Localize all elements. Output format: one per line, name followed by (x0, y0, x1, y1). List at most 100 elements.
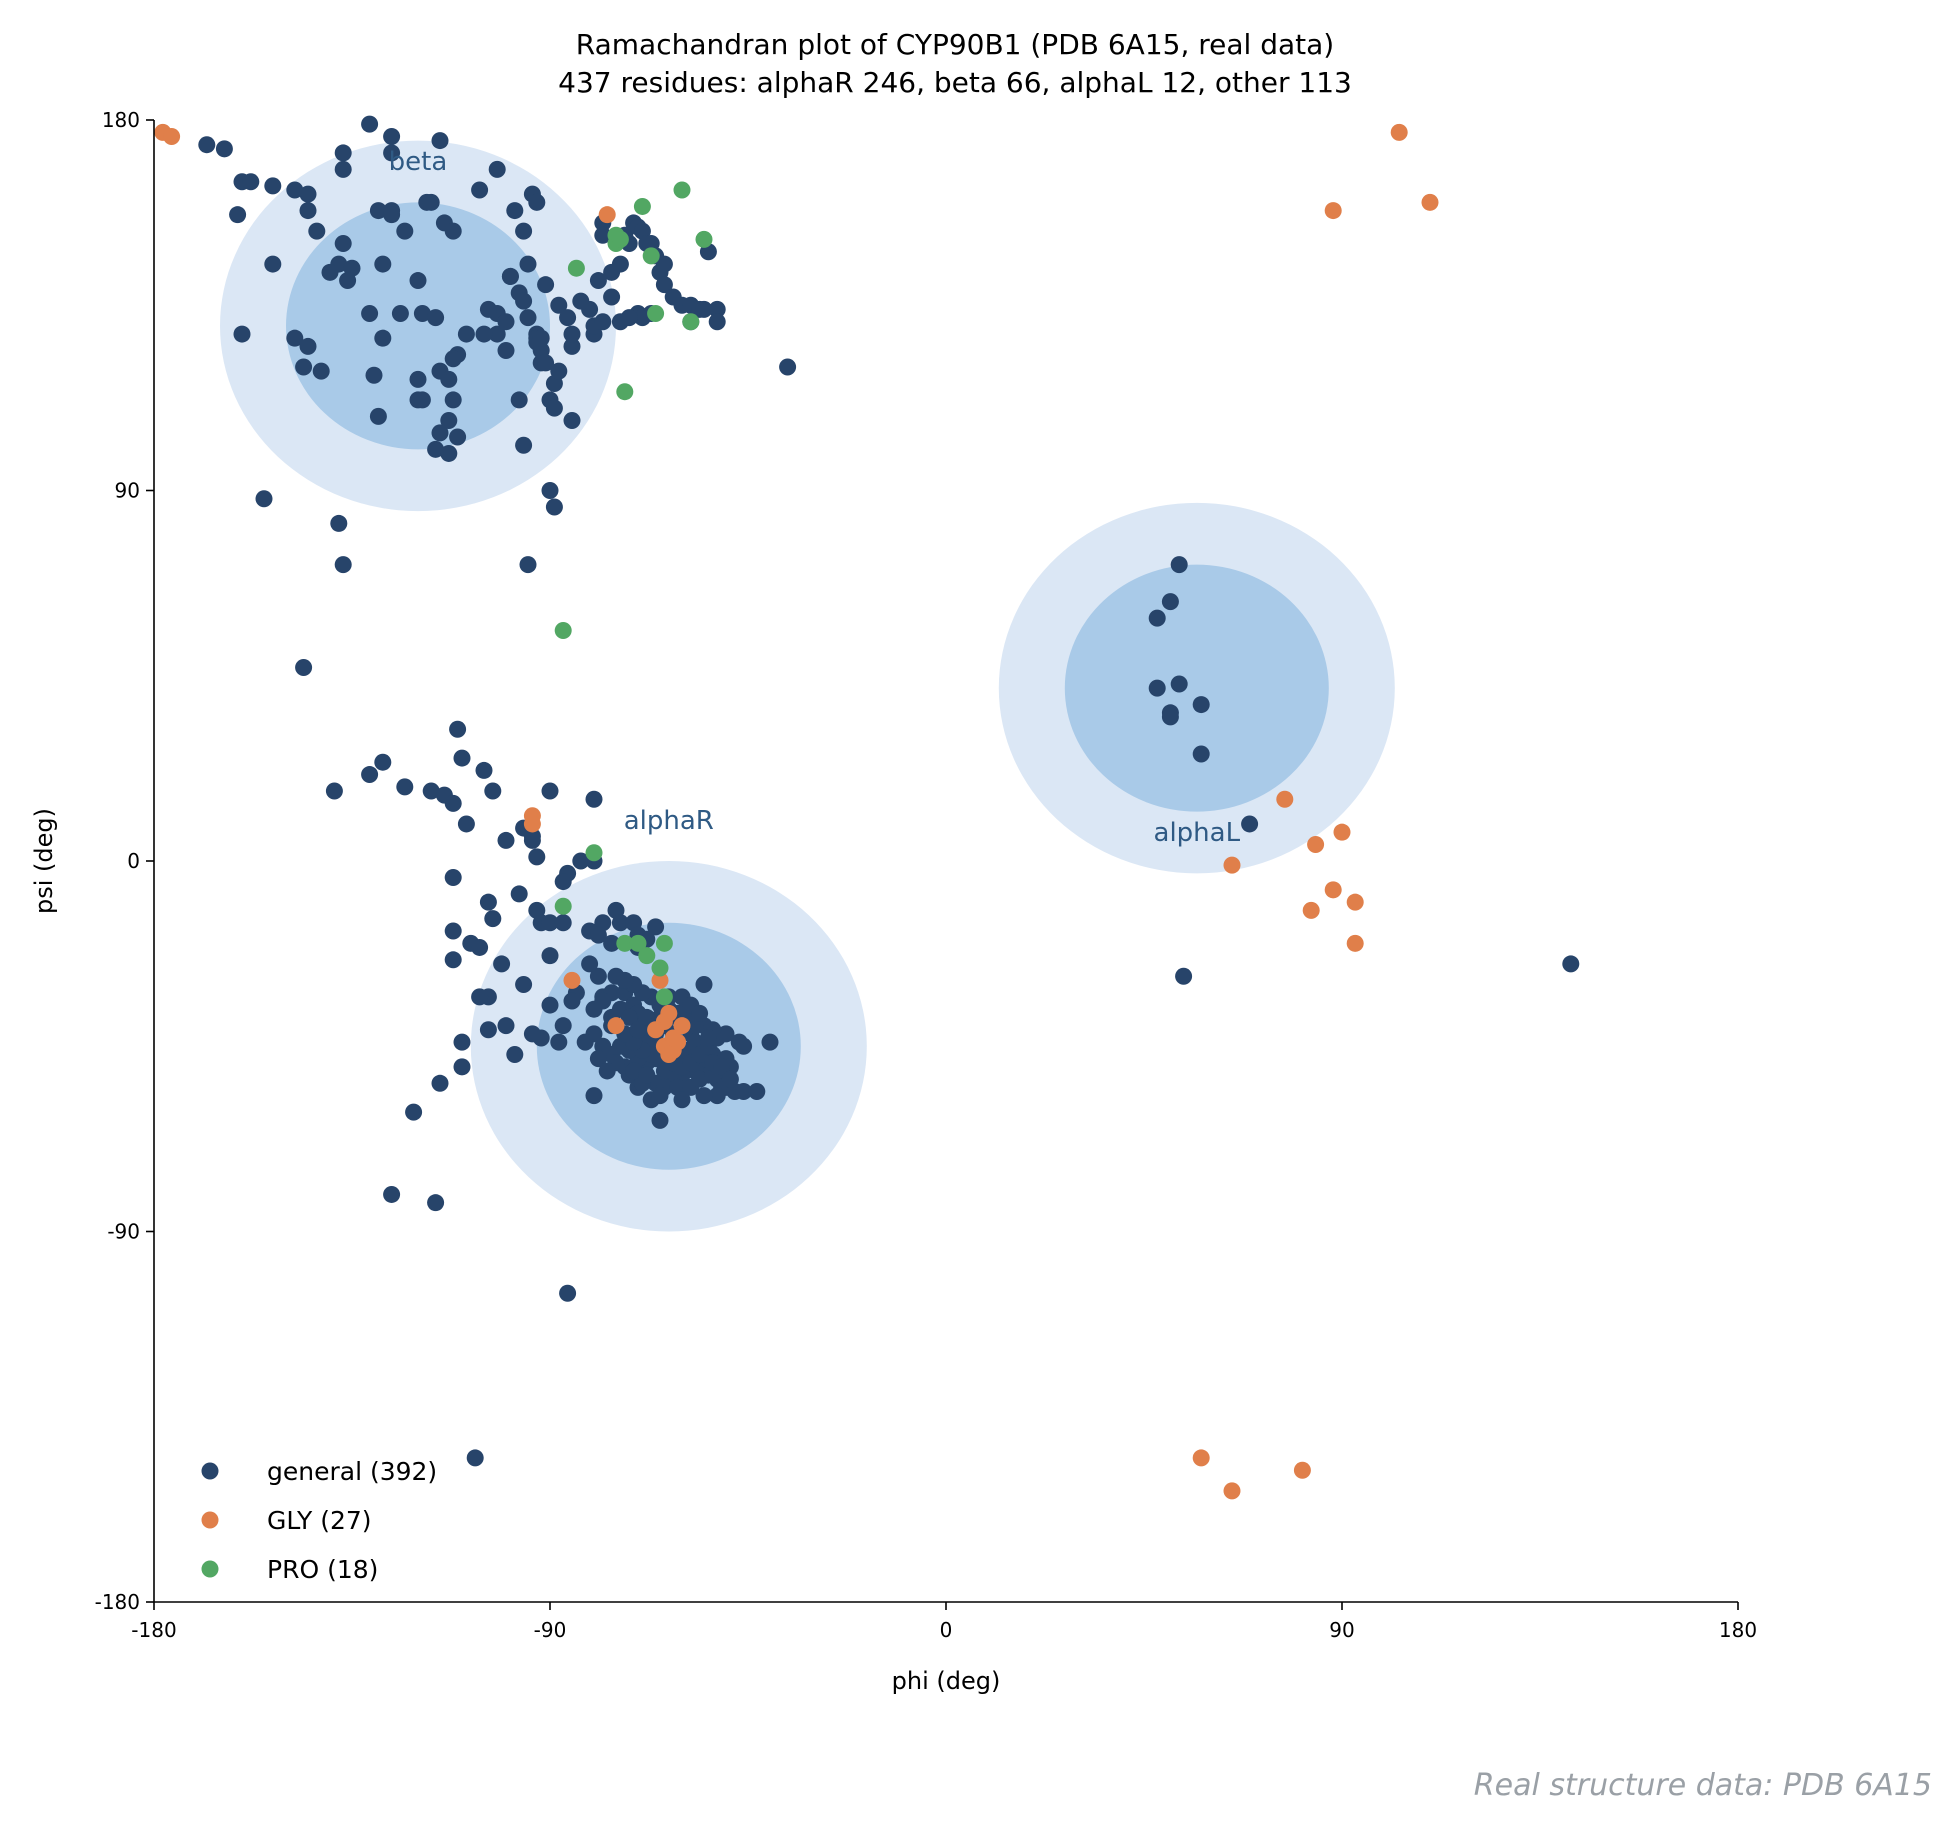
general-point (506, 1045, 524, 1063)
gly-point (1302, 901, 1320, 919)
gly-point (598, 206, 616, 224)
y-tick-label: 180 (102, 108, 140, 132)
general-point (673, 1091, 691, 1109)
pro-point (611, 230, 629, 248)
general-point (427, 440, 445, 458)
pro-point (673, 181, 691, 199)
general-point (321, 263, 339, 281)
general-point (444, 951, 462, 969)
general-point (493, 955, 511, 973)
general-point (444, 391, 462, 409)
general-point (453, 749, 471, 767)
general-point (361, 115, 379, 133)
general-point (334, 160, 352, 178)
general-point (603, 263, 621, 281)
gly-point (1346, 934, 1364, 952)
gly-point (1192, 1449, 1210, 1467)
series-pro (554, 181, 713, 1006)
pro-point (616, 934, 634, 952)
general-point (312, 362, 330, 380)
general-point (625, 1062, 643, 1080)
general-point (471, 181, 489, 199)
general-point (427, 1194, 445, 1212)
general-point (479, 1021, 497, 1039)
pro-point (554, 897, 572, 915)
general-point (383, 144, 401, 162)
y-tick-label: -180 (95, 1590, 140, 1614)
watermark-text: Real structure data: PDB 6A15 (1474, 1768, 1932, 1803)
pro-point (642, 247, 660, 265)
general-point (334, 556, 352, 574)
gly-point (1324, 202, 1342, 220)
general-point (479, 300, 497, 318)
pro-point (651, 959, 669, 977)
general-point (431, 132, 449, 150)
general-point (233, 325, 251, 343)
general-point (409, 272, 427, 290)
general-point (647, 918, 665, 936)
general-point (611, 914, 629, 932)
general-point (1192, 696, 1210, 714)
region-alphaL-inner (1064, 564, 1329, 812)
general-point (295, 659, 313, 677)
general-point (585, 1087, 603, 1105)
pro-point (554, 621, 572, 639)
pro-point (655, 988, 673, 1006)
general-point (413, 304, 431, 322)
residue-points (154, 115, 1580, 1500)
legend-marker-gly (201, 1511, 219, 1529)
gly-point (1333, 823, 1351, 841)
general-point (541, 914, 559, 932)
pro-point (682, 313, 700, 331)
gly-point (1223, 856, 1241, 874)
legend-label-general: general (392) (267, 1457, 437, 1486)
general-point (422, 782, 440, 800)
general-point (374, 255, 392, 273)
general-point (484, 782, 502, 800)
pro-point (638, 947, 656, 965)
density-regions (220, 140, 1395, 1232)
general-point (691, 1070, 709, 1088)
gly-point (673, 1017, 691, 1035)
general-point (471, 988, 489, 1006)
general-point (550, 1033, 568, 1051)
general-point (589, 272, 607, 290)
y-ticks: -180 -90 0 90 180 (95, 108, 154, 1614)
general-point (479, 893, 497, 911)
general-point (541, 482, 559, 499)
gly-point (1276, 790, 1294, 808)
general-point (554, 1017, 572, 1035)
x-axis-label: phi (deg) (892, 1667, 1001, 1695)
general-point (286, 329, 304, 347)
general-point (229, 206, 247, 224)
general-point (515, 222, 533, 240)
general-point (391, 304, 409, 322)
pro-point (647, 304, 665, 322)
legend-label-pro: PRO (18) (267, 1555, 378, 1584)
general-point (515, 976, 533, 993)
general-point (559, 1284, 577, 1302)
general-point (409, 370, 427, 388)
gly-point (647, 1021, 665, 1039)
general-point (695, 976, 713, 993)
general-point (215, 140, 233, 158)
legend-label-gly: GLY (27) (267, 1506, 372, 1535)
general-point (1161, 708, 1179, 726)
general-point (308, 222, 326, 240)
general-point (708, 313, 726, 331)
general-point (519, 309, 537, 327)
general-point (620, 309, 638, 327)
x-tick-label: -180 (131, 1618, 176, 1642)
pro-point (633, 197, 651, 215)
general-point (413, 391, 431, 409)
general-point (523, 1025, 541, 1043)
general-point (735, 1037, 753, 1055)
general-point (550, 296, 568, 314)
general-point (497, 1017, 515, 1035)
general-point (576, 1033, 594, 1051)
general-point (299, 337, 317, 355)
general-point (655, 276, 673, 294)
general-point (651, 1111, 669, 1129)
general-point (330, 514, 348, 532)
gly-point (651, 971, 669, 989)
